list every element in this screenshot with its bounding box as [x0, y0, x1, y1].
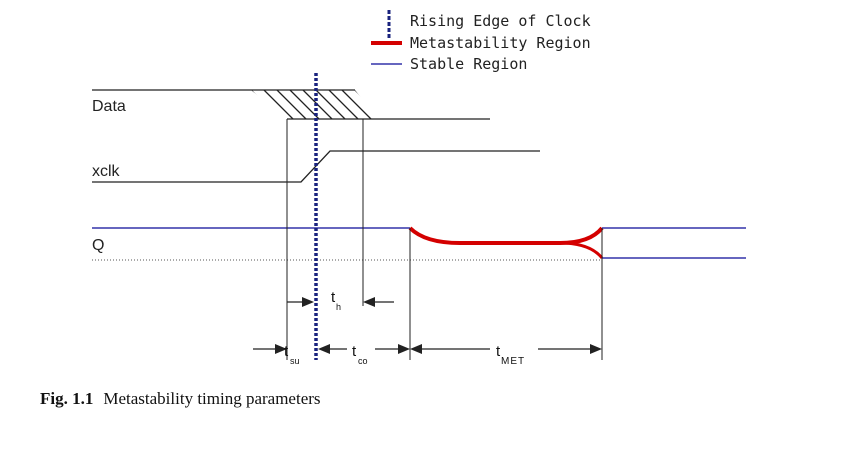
- figure-caption: Fig. 1.1 Metastability timing parameters: [40, 389, 321, 409]
- metastable-region-lower: [559, 241, 604, 259]
- caption-number: Fig. 1.1: [40, 389, 94, 408]
- legend: Rising Edge of Clock Metastability Regio…: [371, 10, 591, 73]
- legend-label-stable: Stable Region: [410, 55, 527, 73]
- legend-item-rising-edge: Rising Edge of Clock: [387, 10, 591, 38]
- th-subscript: h: [336, 302, 341, 312]
- th-label: t: [331, 289, 336, 306]
- tmet-label: t: [496, 343, 501, 360]
- tsu-dimension: t su: [253, 343, 300, 366]
- tsu-subscript: su: [290, 356, 300, 366]
- xclk-waveform: [92, 150, 540, 183]
- caption-text: Metastability timing parameters: [103, 389, 321, 408]
- metastable-region-upper: [408, 226, 604, 245]
- legend-label-metastability: Metastability Region: [410, 34, 591, 52]
- th-dimension: t h: [287, 289, 394, 312]
- tco-dimension: t co: [318, 343, 410, 366]
- signal-label-data: Data: [92, 98, 126, 115]
- data-waveform: [92, 89, 490, 120]
- tco-subscript: co: [358, 356, 368, 366]
- data-hatch: [251, 90, 378, 119]
- legend-item-metastability: Metastability Region: [371, 34, 591, 52]
- q-waveform: [92, 226, 746, 261]
- signal-label-xclk: xclk: [92, 163, 121, 180]
- tmet-dimension: t MET: [410, 343, 602, 367]
- tmet-subscript: MET: [501, 356, 525, 367]
- signal-label-q: Q: [92, 237, 104, 254]
- tsu-label: t: [284, 343, 289, 360]
- legend-label-rising-edge: Rising Edge of Clock: [410, 12, 591, 30]
- tco-label: t: [352, 343, 357, 360]
- reference-lines: [286, 119, 603, 360]
- legend-item-stable: Stable Region: [371, 55, 527, 73]
